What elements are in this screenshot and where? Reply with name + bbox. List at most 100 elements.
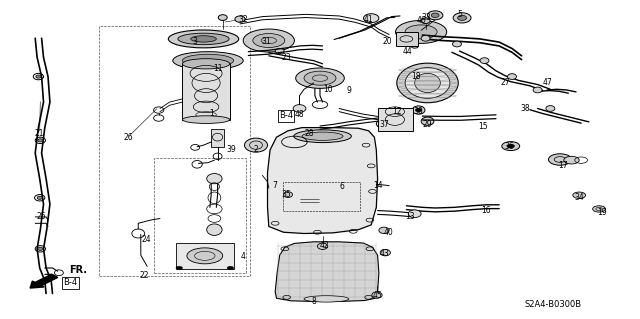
Ellipse shape bbox=[284, 192, 292, 197]
Text: 45: 45 bbox=[372, 291, 383, 300]
Ellipse shape bbox=[38, 139, 43, 142]
Text: 7: 7 bbox=[273, 181, 278, 189]
Text: 16: 16 bbox=[481, 206, 492, 215]
Ellipse shape bbox=[173, 52, 243, 70]
Text: 14: 14 bbox=[372, 181, 383, 189]
Ellipse shape bbox=[431, 13, 439, 18]
Text: 32: 32 bbox=[238, 15, 248, 24]
Ellipse shape bbox=[304, 71, 336, 85]
Text: 21: 21 bbox=[35, 130, 44, 138]
Ellipse shape bbox=[428, 11, 443, 20]
Text: 29: 29 bbox=[422, 120, 433, 129]
Text: 27: 27 bbox=[500, 78, 511, 87]
Ellipse shape bbox=[564, 156, 579, 164]
Text: 10: 10 bbox=[323, 85, 333, 94]
Ellipse shape bbox=[253, 33, 285, 48]
Ellipse shape bbox=[396, 20, 447, 43]
Text: 15: 15 bbox=[478, 122, 488, 130]
FancyArrow shape bbox=[30, 274, 58, 288]
Ellipse shape bbox=[379, 227, 389, 234]
Polygon shape bbox=[275, 242, 379, 301]
Text: 34: 34 bbox=[574, 193, 584, 202]
Text: 42: 42 bbox=[319, 241, 330, 250]
Text: 36: 36 bbox=[504, 142, 514, 151]
Ellipse shape bbox=[218, 15, 227, 20]
Ellipse shape bbox=[421, 35, 430, 41]
Ellipse shape bbox=[408, 210, 421, 218]
Text: B-4: B-4 bbox=[279, 111, 293, 120]
Text: 24: 24 bbox=[141, 235, 151, 244]
Text: 18: 18 bbox=[412, 72, 420, 81]
Bar bbox=[211, 129, 224, 147]
Text: 8: 8 bbox=[311, 297, 316, 306]
Bar bbox=[396, 32, 418, 46]
Text: 25: 25 bbox=[36, 212, 47, 221]
Ellipse shape bbox=[243, 29, 294, 52]
Ellipse shape bbox=[546, 106, 555, 111]
Text: 1: 1 bbox=[209, 109, 214, 118]
Ellipse shape bbox=[376, 120, 389, 128]
Bar bbox=[154, 158, 246, 273]
Text: 6: 6 bbox=[340, 182, 345, 191]
Text: 40: 40 bbox=[383, 228, 394, 237]
Text: 44: 44 bbox=[402, 47, 412, 56]
Ellipse shape bbox=[296, 68, 344, 88]
Text: B-4: B-4 bbox=[63, 278, 77, 287]
Bar bbox=[99, 26, 250, 276]
Text: 12: 12 bbox=[392, 107, 401, 116]
Bar bbox=[283, 182, 360, 211]
Ellipse shape bbox=[411, 44, 419, 48]
Text: 22: 22 bbox=[140, 271, 148, 280]
Text: 47: 47 bbox=[542, 78, 552, 87]
Ellipse shape bbox=[207, 174, 222, 184]
Ellipse shape bbox=[458, 15, 467, 20]
Ellipse shape bbox=[244, 138, 268, 152]
Text: 13: 13 bbox=[404, 212, 415, 221]
Text: 19: 19 bbox=[596, 208, 607, 217]
Text: 17: 17 bbox=[558, 161, 568, 170]
Ellipse shape bbox=[415, 108, 422, 112]
Ellipse shape bbox=[182, 116, 230, 123]
Ellipse shape bbox=[302, 132, 343, 140]
Ellipse shape bbox=[36, 75, 41, 78]
Ellipse shape bbox=[227, 266, 234, 270]
Text: 11: 11 bbox=[213, 64, 222, 73]
Ellipse shape bbox=[178, 33, 229, 45]
Ellipse shape bbox=[275, 48, 284, 54]
Text: 9: 9 bbox=[346, 86, 351, 95]
Ellipse shape bbox=[533, 87, 542, 93]
Text: 5: 5 bbox=[457, 10, 462, 19]
Text: 26: 26 bbox=[123, 133, 133, 142]
Ellipse shape bbox=[182, 54, 234, 67]
Ellipse shape bbox=[507, 144, 515, 148]
Text: 35: 35 bbox=[282, 190, 292, 199]
Ellipse shape bbox=[293, 105, 306, 112]
Ellipse shape bbox=[176, 266, 182, 270]
Ellipse shape bbox=[453, 13, 471, 23]
Ellipse shape bbox=[207, 224, 222, 235]
Text: 38: 38 bbox=[520, 104, 530, 113]
Ellipse shape bbox=[502, 142, 520, 151]
Ellipse shape bbox=[412, 106, 425, 114]
Ellipse shape bbox=[317, 243, 328, 249]
Text: 3: 3 bbox=[193, 37, 198, 46]
Ellipse shape bbox=[415, 73, 440, 93]
Ellipse shape bbox=[380, 249, 390, 256]
Text: 41: 41 bbox=[364, 15, 374, 24]
Ellipse shape bbox=[364, 14, 379, 23]
Ellipse shape bbox=[168, 30, 239, 48]
Ellipse shape bbox=[405, 68, 450, 98]
Ellipse shape bbox=[405, 25, 437, 39]
Bar bbox=[176, 243, 234, 269]
Text: 23: 23 bbox=[282, 53, 292, 62]
Ellipse shape bbox=[397, 63, 458, 103]
Ellipse shape bbox=[294, 130, 351, 143]
Ellipse shape bbox=[191, 36, 216, 42]
Bar bbox=[182, 64, 230, 120]
Ellipse shape bbox=[182, 59, 230, 69]
Ellipse shape bbox=[508, 74, 516, 79]
Ellipse shape bbox=[421, 117, 434, 125]
Text: 48: 48 bbox=[294, 110, 305, 119]
Text: 4: 4 bbox=[241, 252, 246, 261]
Ellipse shape bbox=[37, 196, 42, 199]
